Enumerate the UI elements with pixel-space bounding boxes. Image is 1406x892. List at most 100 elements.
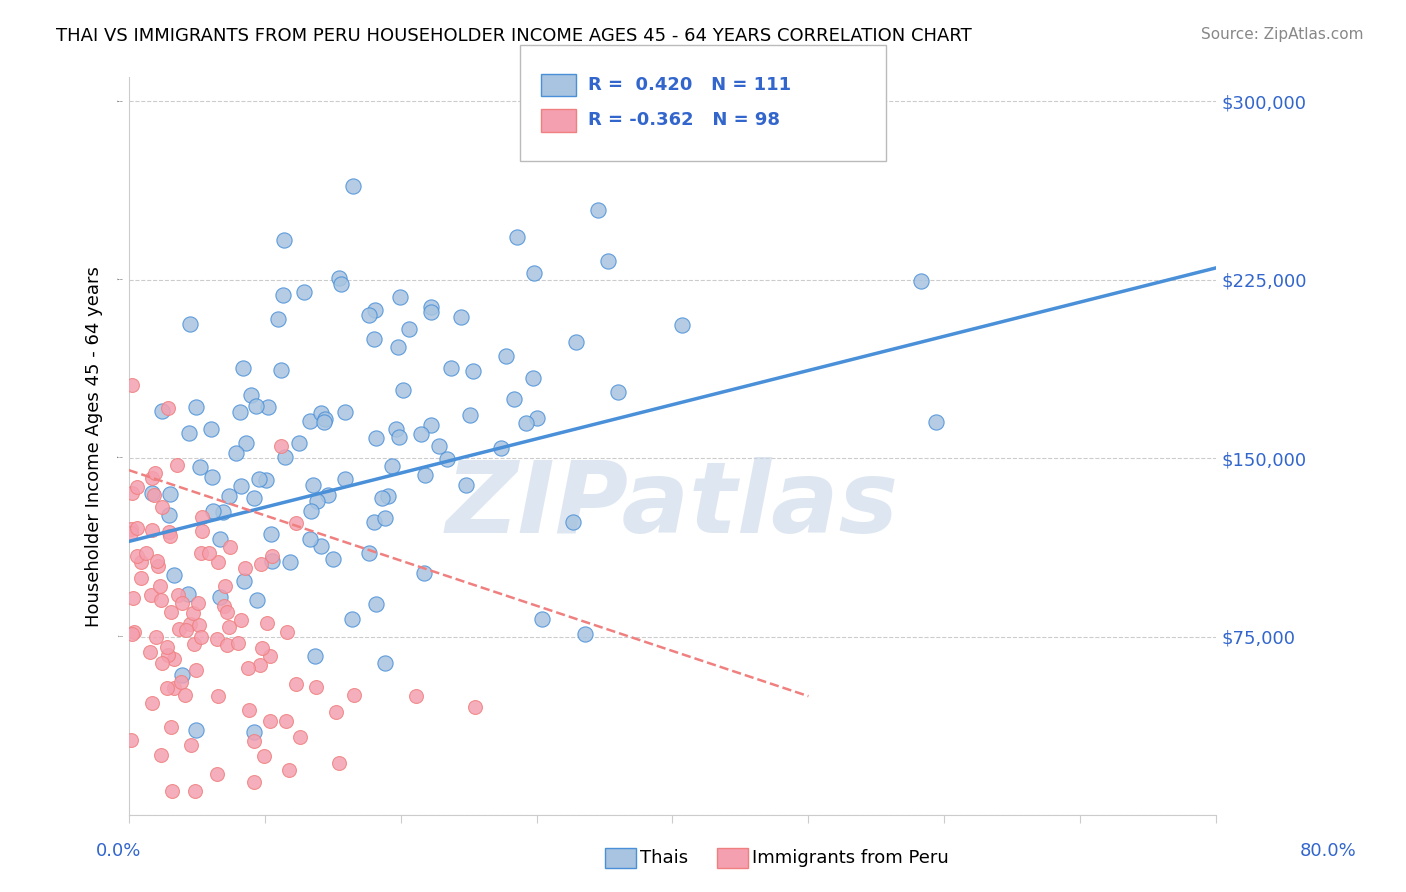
Point <box>359 308 381 322</box>
Point <box>333 472 356 486</box>
Point <box>235 436 257 450</box>
Point <box>231 613 253 627</box>
Point <box>186 664 208 678</box>
Point <box>179 425 201 440</box>
Point <box>177 587 200 601</box>
Point <box>325 705 347 719</box>
Point <box>229 405 252 419</box>
Point <box>146 554 169 568</box>
Point <box>233 561 256 575</box>
Point <box>565 334 588 349</box>
Point <box>256 616 278 631</box>
Point <box>276 625 298 640</box>
Point <box>219 540 242 554</box>
Point <box>398 322 420 336</box>
Text: ZIPatlas: ZIPatlas <box>446 457 898 554</box>
Point <box>218 620 240 634</box>
Point <box>252 640 274 655</box>
Point <box>342 178 364 193</box>
Point <box>238 703 260 717</box>
Point <box>285 516 308 530</box>
Point <box>427 439 450 453</box>
Point <box>238 661 260 675</box>
Point <box>139 645 162 659</box>
Point <box>260 527 283 541</box>
Point <box>505 230 527 244</box>
Point <box>596 254 619 268</box>
Point <box>387 340 409 354</box>
Point <box>121 485 143 500</box>
Point <box>357 546 380 560</box>
Point <box>288 436 311 450</box>
Point <box>273 233 295 247</box>
Point <box>214 579 236 593</box>
Point <box>152 403 174 417</box>
Point <box>364 302 387 317</box>
Point <box>304 648 326 663</box>
Point <box>141 696 163 710</box>
Point <box>245 399 267 413</box>
Point <box>254 473 277 487</box>
Point <box>374 510 396 524</box>
Point <box>464 699 486 714</box>
Point <box>925 415 948 429</box>
Point <box>366 431 388 445</box>
Point <box>266 312 288 326</box>
Point <box>127 520 149 534</box>
Point <box>381 458 404 473</box>
Point <box>374 656 396 670</box>
Point <box>413 468 436 483</box>
Point <box>322 552 344 566</box>
Point <box>159 529 181 543</box>
Point <box>606 385 628 400</box>
Point <box>318 488 340 502</box>
Point <box>156 640 179 655</box>
Point <box>329 277 352 291</box>
Point <box>456 478 478 492</box>
Point <box>170 596 193 610</box>
Point <box>150 747 173 762</box>
Point <box>463 364 485 378</box>
Point <box>201 470 224 484</box>
Point <box>253 748 276 763</box>
Point <box>120 733 142 747</box>
Text: 0.0%: 0.0% <box>96 842 141 860</box>
Point <box>419 300 441 314</box>
Point <box>371 491 394 506</box>
Point <box>412 566 434 581</box>
Point <box>419 305 441 319</box>
Point <box>562 515 585 529</box>
Point <box>163 568 186 582</box>
Point <box>181 606 204 620</box>
Point <box>129 555 152 569</box>
Y-axis label: Householder Income Ages 45 - 64 years: Householder Income Ages 45 - 64 years <box>86 266 103 627</box>
Point <box>377 489 399 503</box>
Point <box>166 458 188 473</box>
Point <box>232 361 254 376</box>
Point <box>530 612 553 626</box>
Point <box>229 479 252 493</box>
Point <box>388 430 411 444</box>
Point <box>212 599 235 614</box>
Point <box>157 524 180 539</box>
Point <box>167 588 190 602</box>
Point <box>156 401 179 415</box>
Point <box>233 574 256 588</box>
Point <box>309 406 332 420</box>
Point <box>299 532 322 546</box>
Point <box>143 466 166 480</box>
Point <box>202 504 225 518</box>
Point <box>190 546 212 560</box>
Point <box>141 485 163 500</box>
Point <box>150 592 173 607</box>
Point <box>363 332 385 346</box>
Point <box>150 656 173 670</box>
Point <box>385 422 408 436</box>
Point <box>305 494 328 508</box>
Point <box>411 427 433 442</box>
Point <box>271 288 294 302</box>
Point <box>250 558 273 572</box>
Point <box>526 411 548 425</box>
Point <box>152 500 174 514</box>
Point <box>162 681 184 696</box>
